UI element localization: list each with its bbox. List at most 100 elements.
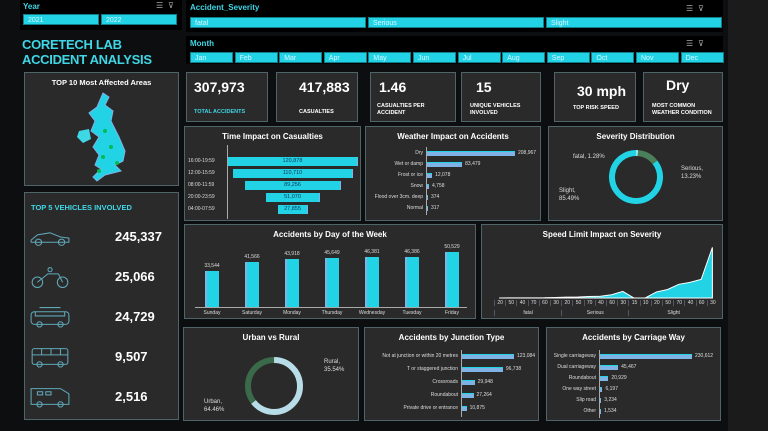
slice-slight [609, 150, 663, 204]
urban-rural-panel: Urban vs Rural Urban, 64.46% Rural, 35.54% [183, 327, 359, 421]
tick-label: 20 [494, 300, 505, 306]
category-label: Dry [415, 150, 423, 156]
group-label: fatal [494, 310, 561, 316]
vehicle-count: 2,516 [115, 389, 148, 404]
vehicles-panel: TOP 5 VEHICLES INVOLVED 245,337 25,066 24,… [24, 192, 179, 420]
tick-label: 60 [695, 300, 707, 306]
month-chip-dec[interactable]: Dec [680, 52, 724, 63]
chart-title: Severity Distribution [596, 132, 675, 141]
bar [600, 354, 692, 359]
category-label: Flood over 3cm. deep [374, 194, 423, 200]
tick-label: 40 [594, 300, 606, 306]
tick-label: 30 [706, 300, 718, 306]
chart-title: Accidents by Carriage Way [582, 333, 685, 342]
group-label: Serious [561, 310, 628, 316]
category-label: Other [583, 408, 596, 414]
bar [245, 261, 259, 307]
category-label: Wednesday [358, 310, 386, 316]
category-label: Roundabout [430, 392, 458, 398]
data-label: 317 [431, 205, 440, 211]
category-label: Private drive or entrance [403, 405, 458, 411]
day-of-week-panel: Accidents by Day of the Week 33,544 Sunday… [184, 224, 476, 319]
category-label: Tuesday [402, 310, 422, 316]
category-label: Wet or damp [394, 161, 423, 167]
data-label: 374 [431, 194, 440, 200]
vehicle-count: 24,729 [115, 309, 155, 324]
multi-select-icon[interactable]: ☰ [686, 39, 694, 48]
chart-title: Accidents by Day of the Week [273, 230, 387, 239]
kpi-card: 15 UNIQUE VEHICLES INVOLVED [461, 72, 541, 122]
kpi-label: MOST COMMON WEATHER CONDITION [652, 103, 712, 116]
multi-select-icon[interactable]: ☰ [686, 4, 694, 13]
kpi-value: 30 mph [577, 83, 627, 99]
month-chip-aug[interactable]: Aug [502, 52, 546, 63]
bar [462, 393, 474, 398]
uk-map[interactable] [75, 91, 135, 183]
month-chip-jul[interactable]: Jul [457, 52, 501, 63]
bar [462, 354, 514, 359]
year-chip-2021[interactable]: 2021 [23, 14, 99, 25]
month-chip-may[interactable]: May [368, 52, 412, 63]
tick-label: 40 [684, 300, 695, 306]
bar [325, 257, 339, 307]
severity-chip-serious[interactable]: Serious [368, 17, 544, 28]
donut-chart [245, 357, 303, 415]
clear-filter-icon[interactable]: ⊽ [698, 39, 704, 48]
month-slicer-label: Month [190, 39, 214, 48]
time-impact-panel: Time Impact on Casualties 16:00-19:59 120,… [184, 126, 361, 221]
vehicle-count: 9,507 [115, 349, 148, 364]
tick-label: 20 [650, 300, 662, 306]
axis-line [426, 147, 427, 215]
bar [405, 256, 419, 307]
slice-label: Urban, 64.46% [204, 399, 225, 413]
multi-select-icon[interactable]: ☰ [156, 1, 164, 10]
month-slicer: Month ☰ ⊽ Jan Feb Mar Apr May Jun Jul Aug Sep Oct… [186, 36, 724, 64]
month-chip-mar[interactable]: Mar [279, 52, 323, 63]
month-chip-feb[interactable]: Feb [234, 52, 278, 63]
bar [427, 184, 429, 189]
kpi-card: Dry MOST COMMON WEATHER CONDITION [643, 72, 723, 122]
year-chip-2022[interactable]: 2022 [101, 14, 177, 25]
axis-line [195, 307, 467, 308]
month-chip-jan[interactable]: Jan [190, 52, 233, 63]
kpi-value: 15 [476, 79, 492, 95]
kpi-label: TOTAL ACCIDENTS [194, 109, 246, 115]
severity-chip-slight[interactable]: Slight [546, 17, 722, 28]
bar [427, 173, 433, 178]
category-label: 20:00-23:59 [188, 194, 215, 200]
clear-filter-icon[interactable]: ⊽ [168, 1, 174, 10]
tick-label: 50 [572, 300, 583, 306]
category-label: T or staggered junction [406, 366, 458, 372]
data-label: 50,529 [444, 244, 460, 251]
month-chip-nov[interactable]: Nov [636, 52, 679, 63]
kpi-card: 417,883 CASUALTIES [276, 72, 358, 122]
category-label: Snow [410, 183, 423, 189]
kpi-value: 417,883 [299, 79, 350, 95]
category-label: Normal [406, 205, 423, 211]
clear-filter-icon[interactable]: ⊽ [698, 4, 704, 13]
month-chip-apr[interactable]: Apr [323, 52, 367, 63]
data-label: 12,078 [435, 172, 451, 178]
chart-title: Time Impact on Casualties [222, 132, 323, 141]
severity-slicer-label: Accident_Severity [190, 3, 260, 12]
area-chart [499, 247, 713, 299]
category-label: Monday [283, 310, 301, 316]
month-chip-sep[interactable]: Sep [546, 52, 590, 63]
tick-label: 70 [583, 300, 595, 306]
tick-label: 30 [550, 300, 561, 306]
tick-label: 20 [561, 300, 572, 306]
data-label: 123,084 [517, 353, 536, 359]
kpi-value: Dry [666, 77, 690, 93]
axis-line [599, 350, 600, 418]
data-label: 27,264 [476, 392, 492, 398]
category-label: 16:00-19:59 [188, 158, 215, 164]
category-label: Crossroads [432, 379, 458, 385]
category-label: Not at junction or within 20 metres [382, 353, 458, 359]
month-chip-jun[interactable]: Jun [413, 52, 456, 63]
weather-impact-panel: Weather Impact on Accidents Dry 208,967 Wet… [365, 126, 541, 221]
slice-rural [245, 357, 303, 415]
kpi-value: 307,973 [194, 79, 245, 95]
severity-chip-fatal[interactable]: fatal [190, 17, 366, 28]
bar [600, 376, 609, 381]
month-chip-oct[interactable]: Oct [591, 52, 635, 63]
